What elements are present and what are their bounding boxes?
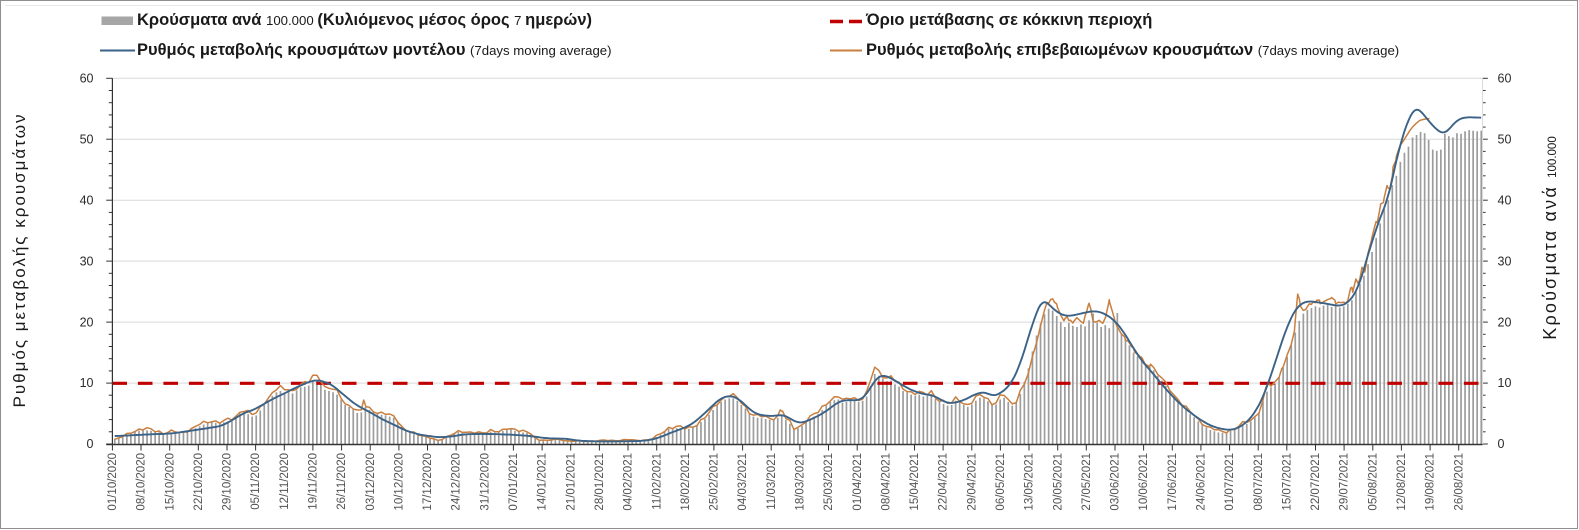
svg-text:60: 60 (80, 72, 94, 86)
svg-text:17/06/2021: 17/06/2021 (1167, 453, 1179, 511)
svg-text:50: 50 (1498, 132, 1512, 146)
svg-text:15/07/2021: 15/07/2021 (1281, 453, 1293, 511)
svg-text:07/01/2021: 07/01/2021 (508, 453, 520, 511)
svg-text:19/11/2020: 19/11/2020 (308, 453, 320, 510)
svg-text:01/04/2021: 01/04/2021 (852, 453, 864, 511)
svg-text:40: 40 (80, 193, 94, 207)
svg-text:01/10/2020: 01/10/2020 (107, 453, 119, 511)
svg-text:20/05/2021: 20/05/2021 (1052, 453, 1064, 511)
svg-text:08/10/2020: 08/10/2020 (136, 453, 148, 511)
svg-text:14/01/2021: 14/01/2021 (537, 453, 549, 511)
svg-text:50: 50 (80, 132, 94, 146)
svg-text:03/06/2021: 03/06/2021 (1110, 453, 1122, 511)
svg-text:40: 40 (1498, 193, 1512, 207)
svg-text:05/08/2021: 05/08/2021 (1367, 453, 1379, 511)
svg-text:21/01/2021: 21/01/2021 (565, 453, 577, 511)
svg-text:03/12/2020: 03/12/2020 (365, 453, 377, 511)
svg-text:12/08/2021: 12/08/2021 (1396, 453, 1408, 511)
svg-text:Όριο μετάβασης σε κόκκινη περι: Όριο μετάβασης σε κόκκινη περιοχή (865, 11, 1152, 29)
svg-text:06/05/2021: 06/05/2021 (995, 453, 1007, 511)
svg-text:29/04/2021: 29/04/2021 (966, 453, 978, 511)
svg-text:18/03/2021: 18/03/2021 (795, 453, 807, 511)
svg-text:05/11/2020: 05/11/2020 (250, 453, 262, 510)
svg-text:22/07/2021: 22/07/2021 (1310, 453, 1322, 511)
svg-text:04/03/2021: 04/03/2021 (737, 453, 749, 511)
svg-text:26/08/2021: 26/08/2021 (1453, 453, 1465, 511)
svg-text:17/12/2020: 17/12/2020 (422, 453, 434, 511)
svg-text:10: 10 (1498, 376, 1512, 390)
svg-text:27/05/2021: 27/05/2021 (1081, 453, 1093, 511)
svg-text:0: 0 (1498, 437, 1505, 451)
svg-text:22/10/2020: 22/10/2020 (193, 453, 205, 511)
svg-text:10: 10 (80, 376, 94, 390)
svg-text:29/07/2021: 29/07/2021 (1339, 453, 1351, 511)
svg-text:30: 30 (1498, 254, 1512, 268)
svg-text:22/04/2021: 22/04/2021 (938, 453, 950, 511)
svg-text:Κρούσματα ανά 100.000 (Κυλιόμε: Κρούσματα ανά 100.000 (Κυλιόμενος μέσος … (137, 11, 592, 29)
svg-text:Ρυθμός μεταβολής επιβεβαιωμένω: Ρυθμός μεταβολής επιβεβαιωμένων κρουσμάτ… (866, 41, 1399, 59)
svg-text:15/10/2020: 15/10/2020 (164, 453, 176, 511)
svg-text:Κρούσματα ανά 100.000: Κρούσματα ανά 100.000 (1540, 136, 1560, 339)
svg-text:0: 0 (87, 437, 94, 451)
svg-text:11/03/2021: 11/03/2021 (766, 453, 778, 510)
svg-text:26/11/2020: 26/11/2020 (336, 453, 348, 510)
svg-text:13/05/2021: 13/05/2021 (1024, 453, 1036, 511)
svg-text:01/07/2021: 01/07/2021 (1224, 453, 1236, 511)
svg-text:28/01/2021: 28/01/2021 (594, 453, 606, 511)
svg-text:25/02/2021: 25/02/2021 (709, 453, 721, 511)
svg-text:19/08/2021: 19/08/2021 (1425, 453, 1437, 511)
svg-text:10/12/2020: 10/12/2020 (394, 453, 406, 511)
svg-text:15/04/2021: 15/04/2021 (909, 453, 921, 511)
svg-text:Ρυθμός μεταβολής κρουσμάτων: Ρυθμός μεταβολής κρουσμάτων (10, 113, 29, 408)
svg-text:29/10/2020: 29/10/2020 (222, 453, 234, 511)
svg-text:Ρυθμός μεταβολής κρουσμάτων μο: Ρυθμός μεταβολής κρουσμάτων μοντέλου (7d… (137, 41, 612, 59)
svg-text:60: 60 (1498, 72, 1512, 86)
svg-text:24/12/2020: 24/12/2020 (451, 453, 463, 511)
svg-text:18/02/2021: 18/02/2021 (680, 453, 692, 511)
svg-text:20: 20 (1498, 315, 1512, 329)
svg-text:11/02/2021: 11/02/2021 (651, 453, 663, 510)
svg-text:12/11/2020: 12/11/2020 (279, 453, 291, 510)
svg-text:30: 30 (80, 254, 94, 268)
svg-text:08/04/2021: 08/04/2021 (880, 453, 892, 511)
svg-text:31/12/2020: 31/12/2020 (479, 453, 491, 511)
svg-text:10/06/2021: 10/06/2021 (1138, 453, 1150, 511)
svg-text:24/06/2021: 24/06/2021 (1196, 453, 1208, 511)
svg-text:08/07/2021: 08/07/2021 (1253, 453, 1265, 511)
svg-text:25/03/2021: 25/03/2021 (823, 453, 835, 511)
svg-text:04/02/2021: 04/02/2021 (623, 453, 635, 511)
svg-text:20: 20 (80, 315, 94, 329)
